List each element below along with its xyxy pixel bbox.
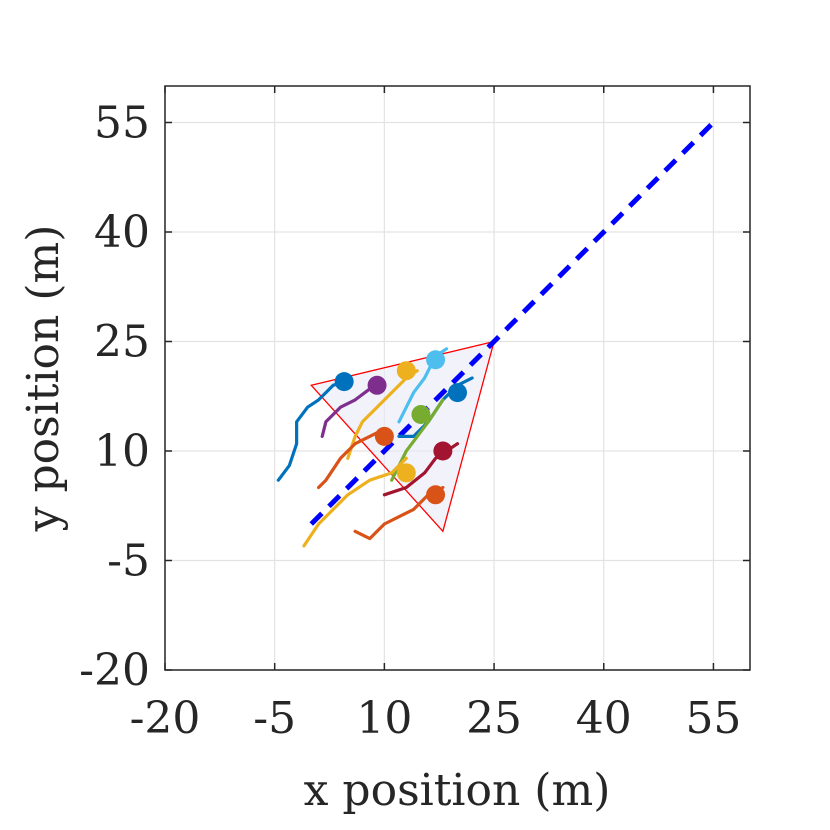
trajectory-8 [302, 456, 408, 548]
agent-marker-2 [367, 375, 387, 395]
agent-marker-4 [426, 350, 446, 370]
y-tick-labels: -20 -5 10 25 40 55 [79, 98, 150, 697]
agent-marker-6 [411, 405, 431, 424]
agent-marker-10 [426, 485, 446, 505]
diagonal-reference-line [309, 117, 719, 526]
agent-markers [334, 350, 467, 505]
x-tick-label-0: -20 [130, 693, 201, 744]
agent-marker-5 [448, 383, 467, 403]
agent-marker-9 [433, 441, 453, 461]
x-tick-label-4: 40 [576, 693, 632, 744]
x-tick-labels: -20 -5 10 25 40 55 [130, 693, 742, 744]
agent-marker-7 [374, 426, 394, 446]
y-axis-label: y position (m) [18, 225, 69, 533]
x-tick-label-2: 10 [356, 693, 412, 744]
x-axis-label: x position (m) [304, 765, 611, 816]
trajectory-1 [276, 380, 346, 482]
y-tick-label-2: 10 [94, 426, 150, 477]
y-tick-label-3: 25 [94, 317, 150, 368]
x-tick-label-5: 55 [685, 693, 741, 744]
reference-line [309, 117, 719, 526]
x-tick-label-1: -5 [253, 693, 296, 744]
y-tick-label-5: 55 [94, 98, 150, 149]
y-tick-label-0: -20 [79, 645, 150, 696]
agent-marker-3 [396, 361, 416, 381]
agent-marker-1 [334, 372, 354, 392]
agent-marker-8 [396, 463, 416, 483]
axis-ticks [164, 86, 750, 671]
y-tick-label-1: -5 [107, 536, 150, 587]
y-tick-label-4: 40 [94, 207, 150, 258]
plot-frame [164, 85, 751, 671]
trajectory-7 [316, 427, 386, 490]
x-tick-label-3: 25 [466, 693, 522, 744]
